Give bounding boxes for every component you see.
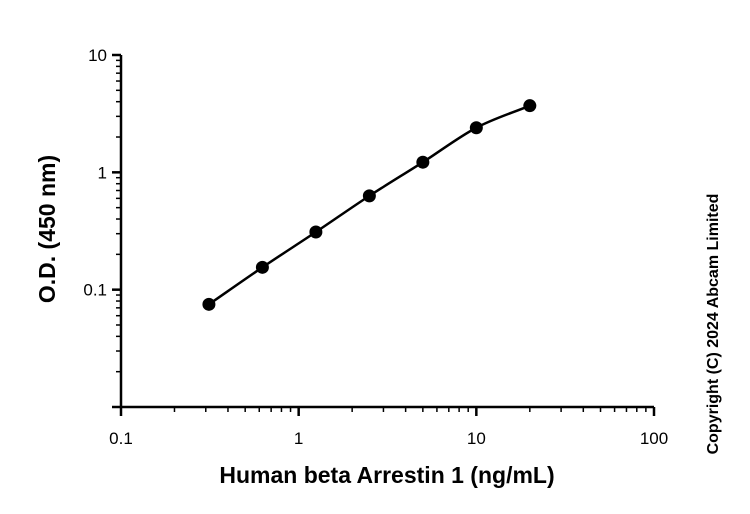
x-axis-title: Human beta Arrestin 1 (ng/mL) xyxy=(219,462,554,488)
x-tick-label: 10 xyxy=(467,429,486,448)
data-point xyxy=(309,225,323,239)
y-tick-label: 0.1 xyxy=(83,281,107,300)
copyright-notice: Copyright (C) 2024 Abcam Limited xyxy=(705,194,722,455)
data-point xyxy=(202,297,216,311)
fit-curve xyxy=(208,104,531,306)
axis-ticks: 0.1 1 10 100 0.1 1 10 xyxy=(83,46,668,448)
x-tick-label: 0.1 xyxy=(109,429,133,448)
data-point xyxy=(362,189,376,203)
axes xyxy=(119,55,654,409)
y-tick-label: 1 xyxy=(98,163,107,182)
data-point xyxy=(255,260,269,274)
x-tick-label: 100 xyxy=(640,429,668,448)
y-axis-title: O.D. (450 nm) xyxy=(34,155,60,303)
y-tick-label: 10 xyxy=(88,46,107,65)
data-point xyxy=(523,99,537,113)
data-point xyxy=(416,155,430,169)
x-tick-label: 1 xyxy=(294,429,303,448)
data-point xyxy=(469,121,483,135)
data-points xyxy=(202,99,537,311)
